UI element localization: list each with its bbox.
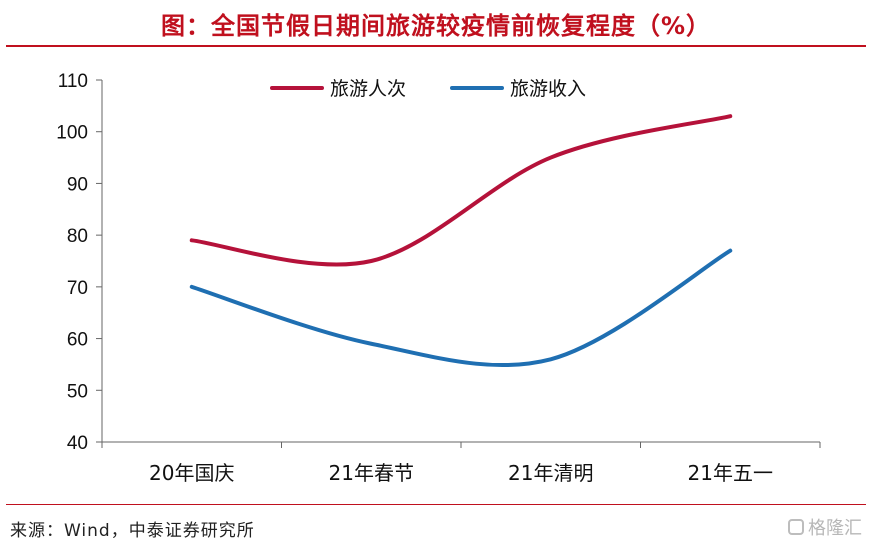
y-tick-label: 110 — [58, 71, 88, 92]
x-tick-label: 21年五一 — [688, 461, 773, 485]
y-tick-label: 40 — [67, 433, 88, 454]
footer-rule — [6, 504, 866, 505]
x-tick-label: 20年国庆 — [149, 461, 234, 485]
y-tick-label: 100 — [56, 123, 88, 144]
watermark-logo-icon — [788, 519, 804, 535]
series-line-2 — [189, 248, 733, 368]
y-tick-label: 70 — [67, 278, 88, 299]
line-chart: 40 50 60 70 80 90 100 110 20年国庆 21年春节 21年清明 21年五一 旅游… — [56, 71, 821, 485]
x-tick-label: 21年清明 — [508, 461, 593, 485]
title-rule — [6, 45, 866, 47]
source-note: 来源：Wind，中泰证券研究所 — [10, 521, 255, 541]
watermark: 格隆汇 — [788, 514, 862, 540]
y-tick-label: 60 — [67, 330, 88, 351]
y-tick-label: 50 — [67, 381, 88, 402]
legend-label-1: 旅游人次 — [330, 78, 406, 100]
y-tick-label: 90 — [67, 174, 88, 195]
legend-label-2: 旅游收入 — [510, 78, 586, 100]
x-tick-label: 21年春节 — [329, 461, 414, 485]
watermark-text: 格隆汇 — [808, 518, 862, 539]
y-tick-label: 80 — [67, 226, 88, 247]
series-line-1 — [189, 114, 733, 267]
chart-title: 图：全国节假日期间旅游较疫情前恢复程度（%） — [160, 12, 712, 40]
